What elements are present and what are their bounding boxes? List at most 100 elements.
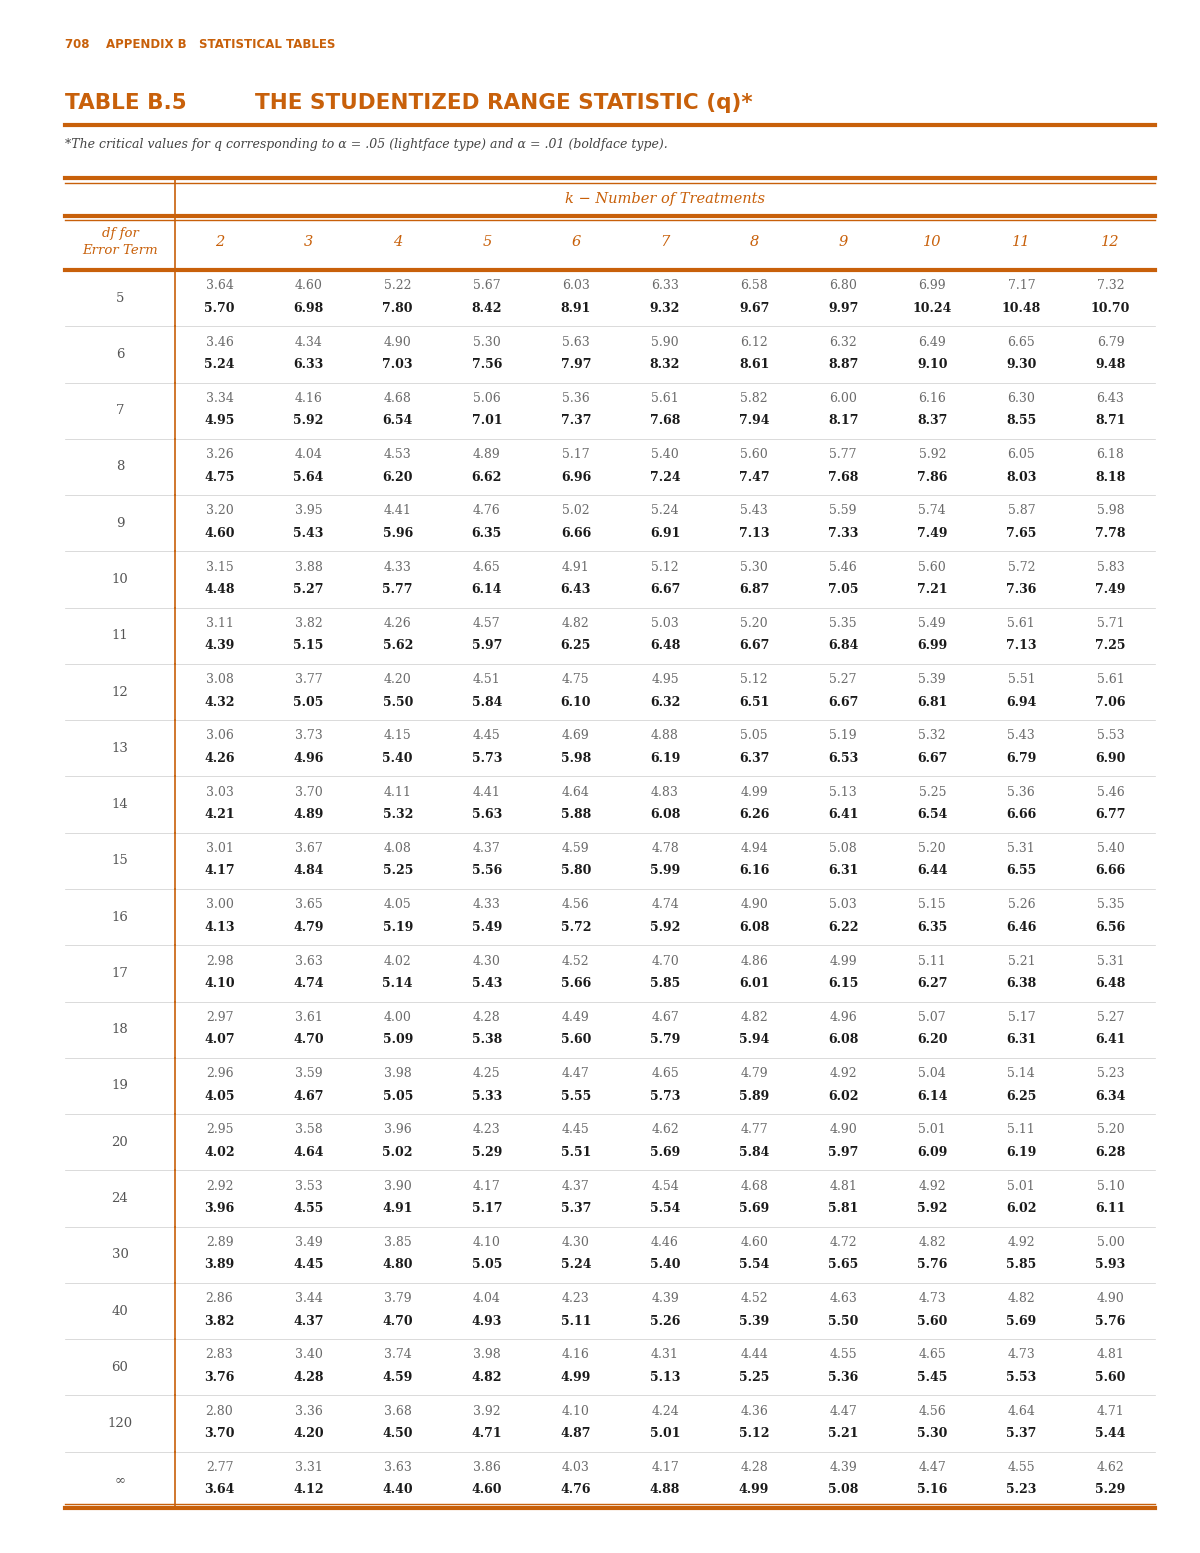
Text: 7.56: 7.56 — [472, 359, 502, 371]
Text: 5.60: 5.60 — [560, 1033, 592, 1047]
Text: 8.42: 8.42 — [472, 301, 502, 315]
Text: 5: 5 — [482, 235, 492, 248]
Text: 5.24: 5.24 — [652, 505, 679, 517]
Text: 2.95: 2.95 — [205, 1123, 233, 1137]
Text: 4.69: 4.69 — [562, 730, 589, 742]
Text: 5.01: 5.01 — [649, 1427, 680, 1440]
Text: 3.58: 3.58 — [295, 1123, 323, 1137]
Text: 4.93: 4.93 — [472, 1315, 502, 1328]
Text: 5.15: 5.15 — [918, 898, 946, 912]
Text: 5.64: 5.64 — [294, 471, 324, 483]
Text: 4.47: 4.47 — [918, 1461, 946, 1474]
Text: 5.81: 5.81 — [828, 1202, 858, 1214]
Text: 6.80: 6.80 — [829, 280, 857, 292]
Text: 5.31: 5.31 — [1008, 842, 1036, 856]
Text: 4.45: 4.45 — [293, 1258, 324, 1272]
Text: 30: 30 — [112, 1249, 128, 1261]
Text: 4.37: 4.37 — [473, 842, 500, 856]
Text: 6.62: 6.62 — [472, 471, 502, 483]
Text: 3.03: 3.03 — [205, 786, 234, 798]
Text: 4.73: 4.73 — [1008, 1348, 1036, 1362]
Text: 4.24: 4.24 — [652, 1405, 679, 1418]
Text: 6.67: 6.67 — [917, 752, 948, 766]
Text: 6.96: 6.96 — [560, 471, 592, 483]
Text: 3.76: 3.76 — [204, 1371, 235, 1384]
Text: 6.19: 6.19 — [1006, 1146, 1037, 1159]
Text: 4.62: 4.62 — [652, 1123, 679, 1137]
Text: 4.88: 4.88 — [650, 1483, 680, 1497]
Text: 3.34: 3.34 — [205, 391, 234, 405]
Text: 7.21: 7.21 — [917, 582, 948, 596]
Text: 6.08: 6.08 — [828, 1033, 858, 1047]
Text: 4.64: 4.64 — [1008, 1405, 1036, 1418]
Text: 5.94: 5.94 — [739, 1033, 769, 1047]
Text: 4.00: 4.00 — [384, 1011, 412, 1023]
Text: 4.92: 4.92 — [829, 1067, 857, 1079]
Text: df for: df for — [102, 227, 138, 241]
Text: 4.02: 4.02 — [204, 1146, 235, 1159]
Text: 5.19: 5.19 — [383, 921, 413, 933]
Text: 8.87: 8.87 — [828, 359, 858, 371]
Text: 4.90: 4.90 — [829, 1123, 857, 1137]
Text: 5.30: 5.30 — [473, 335, 500, 348]
Text: 6.20: 6.20 — [917, 1033, 948, 1047]
Text: 6.51: 6.51 — [739, 696, 769, 708]
Text: 4.95: 4.95 — [652, 672, 679, 686]
Text: 5.92: 5.92 — [918, 449, 946, 461]
Text: 4.36: 4.36 — [740, 1405, 768, 1418]
Text: 9.97: 9.97 — [828, 301, 858, 315]
Text: 6.54: 6.54 — [917, 808, 948, 822]
Text: 4.80: 4.80 — [383, 1258, 413, 1272]
Text: 18: 18 — [112, 1023, 128, 1036]
Text: 4.28: 4.28 — [740, 1461, 768, 1474]
Text: 6.79: 6.79 — [1006, 752, 1037, 766]
Text: 3.61: 3.61 — [295, 1011, 323, 1023]
Text: 15: 15 — [112, 854, 128, 868]
Text: 10.48: 10.48 — [1002, 301, 1040, 315]
Text: 4.11: 4.11 — [384, 786, 412, 798]
Text: 5.23: 5.23 — [1006, 1483, 1037, 1497]
Text: 6.32: 6.32 — [829, 335, 857, 348]
Text: 5.97: 5.97 — [472, 640, 502, 652]
Text: 4.39: 4.39 — [829, 1461, 857, 1474]
Text: 5.01: 5.01 — [1008, 1180, 1036, 1193]
Text: 6.32: 6.32 — [650, 696, 680, 708]
Text: 4.82: 4.82 — [918, 1236, 946, 1249]
Text: 4.10: 4.10 — [473, 1236, 500, 1249]
Text: 5.25: 5.25 — [383, 865, 413, 877]
Text: 8.71: 8.71 — [1096, 415, 1126, 427]
Text: 4.52: 4.52 — [562, 955, 589, 968]
Text: 4.83: 4.83 — [652, 786, 679, 798]
Text: 3.70: 3.70 — [204, 1427, 235, 1440]
Text: 8.18: 8.18 — [1096, 471, 1126, 483]
Text: 5.61: 5.61 — [1008, 617, 1036, 631]
Text: 3.49: 3.49 — [295, 1236, 323, 1249]
Text: 4.45: 4.45 — [562, 1123, 589, 1137]
Text: 6.90: 6.90 — [1096, 752, 1126, 766]
Text: 6.99: 6.99 — [918, 280, 946, 292]
Text: 6: 6 — [115, 348, 125, 360]
Text: 4.05: 4.05 — [384, 898, 412, 912]
Text: 4.50: 4.50 — [383, 1427, 413, 1440]
Text: 5.36: 5.36 — [562, 391, 589, 405]
Text: 3.08: 3.08 — [205, 672, 234, 686]
Text: 3.88: 3.88 — [295, 561, 323, 573]
Text: 5.46: 5.46 — [1097, 786, 1124, 798]
Text: 4.49: 4.49 — [562, 1011, 589, 1023]
Text: 4.99: 4.99 — [829, 955, 857, 968]
Text: 3.85: 3.85 — [384, 1236, 412, 1249]
Text: 5.30: 5.30 — [917, 1427, 948, 1440]
Text: 6.41: 6.41 — [828, 808, 858, 822]
Text: 13: 13 — [112, 742, 128, 755]
Text: 7.78: 7.78 — [1096, 526, 1126, 540]
Text: 4.15: 4.15 — [384, 730, 412, 742]
Text: 5.92: 5.92 — [294, 415, 324, 427]
Text: 4.34: 4.34 — [295, 335, 323, 348]
Text: 4: 4 — [394, 235, 402, 248]
Text: 5.51: 5.51 — [1008, 672, 1036, 686]
Text: 5.61: 5.61 — [652, 391, 679, 405]
Text: 4.65: 4.65 — [473, 561, 500, 573]
Text: 4.47: 4.47 — [829, 1405, 857, 1418]
Text: 4.99: 4.99 — [740, 786, 768, 798]
Text: 2.96: 2.96 — [205, 1067, 233, 1079]
